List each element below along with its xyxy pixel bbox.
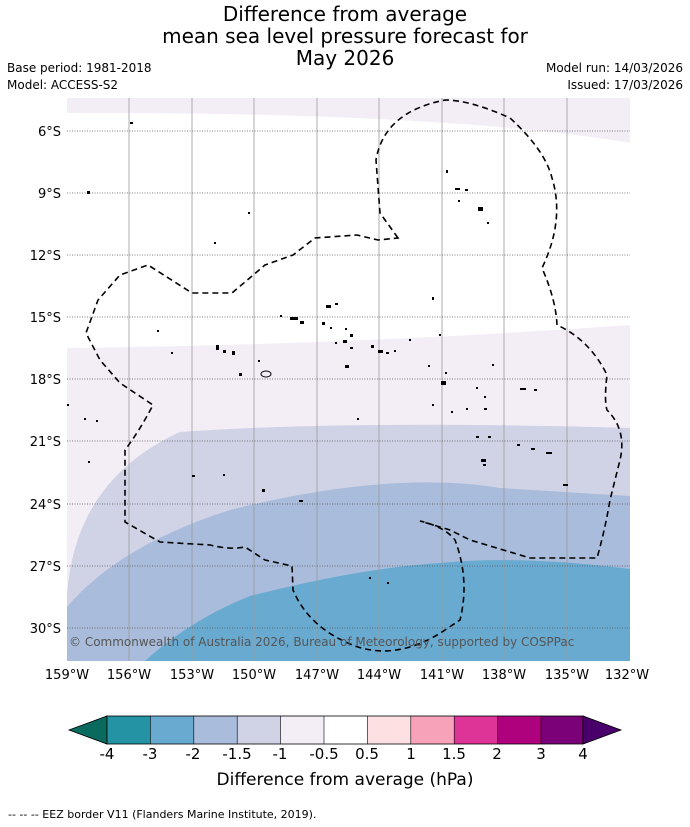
longitude-gridlines — [128, 98, 568, 661]
lat-label: 9°S — [38, 187, 61, 202]
colorbar-tick-label: 1.5 — [442, 745, 466, 763]
colorbar-tick-label: -1 — [272, 745, 288, 763]
island-atoll — [260, 370, 272, 378]
colorbar-bin — [367, 716, 411, 744]
lon-label: 156°W — [107, 668, 151, 683]
lon-label: 141°W — [420, 668, 464, 683]
colorbar-bin — [193, 716, 238, 744]
lat-label: 15°S — [30, 311, 61, 326]
colorbar-tick-label: 3 — [536, 745, 546, 763]
colorbar-under — [67, 715, 108, 745]
colorbar-bin — [497, 716, 541, 744]
colorbar-tick-label: -2 — [185, 745, 201, 763]
lon-label: 138°W — [482, 668, 526, 683]
map-plot-area: © Commonwealth of Australia 2026, Bureau… — [67, 98, 630, 661]
issued-date: Issued: 17/03/2026 — [567, 78, 683, 92]
lat-label: 24°S — [30, 498, 61, 513]
lon-label: 144°W — [357, 668, 401, 683]
colorbar-tick-label: 0.5 — [355, 745, 379, 763]
map-title-line-3: May 2026 — [295, 46, 395, 70]
colorbar-title: Difference from average (hPa) — [216, 770, 474, 790]
colorbar-tick-label: 2 — [492, 745, 502, 763]
anomaly-region-north — [67, 98, 630, 143]
lat-label: 6°S — [38, 125, 61, 140]
map-title-line-1: Difference from average — [222, 2, 468, 26]
lon-label: 147°W — [295, 668, 339, 683]
colorbar-bin — [280, 716, 324, 744]
colorbar-tick-label: 4 — [578, 745, 588, 763]
islands — [67, 122, 568, 584]
latitude-axis: 6°S 9°S 12°S 15°S 18°S 21°S 24°S 27°S 30… — [30, 125, 61, 637]
longitude-axis: 159°W 156°W 153°W 150°W 147°W 144°W 141°… — [45, 668, 649, 683]
map-title-line-2: mean sea level pressure forecast for — [162, 24, 528, 48]
lat-label: 30°S — [30, 622, 61, 637]
eez-border — [85, 99, 623, 652]
base-period: Base period: 1981-2018 — [7, 61, 152, 75]
lat-label: 27°S — [30, 560, 61, 575]
colorbar-bin — [237, 716, 281, 744]
lon-label: 159°W — [45, 668, 89, 683]
lat-label: 21°S — [30, 435, 61, 450]
colorbar-tick-label: -3 — [142, 745, 158, 763]
colorbar-bin — [324, 716, 368, 744]
colorbar-tick-label: -4 — [99, 745, 115, 763]
lon-label: 153°W — [170, 668, 214, 683]
colorbar-tick-label: 1 — [406, 745, 416, 763]
colorbar-bin — [454, 716, 498, 744]
colorbar-tick-label: -0.5 — [309, 745, 339, 763]
colorbar-bin — [150, 716, 194, 744]
model-name: Model: ACCESS-S2 — [7, 78, 119, 92]
lon-label: 132°W — [605, 668, 649, 683]
lon-label: 135°W — [545, 668, 589, 683]
colorbar-over — [582, 715, 623, 745]
colorbar-bin — [541, 716, 583, 744]
lat-label: 12°S — [30, 249, 61, 264]
lon-label: 150°W — [232, 668, 276, 683]
colorbar-bin — [107, 716, 151, 744]
copyright-notice: © Commonwealth of Australia 2026, Bureau… — [69, 635, 574, 649]
colorbar — [67, 715, 623, 745]
eez-legend: -- -- -- EEZ border V11 (Flanders Marine… — [8, 808, 317, 821]
lat-label: 18°S — [30, 373, 61, 388]
model-run: Model run: 14/03/2026 — [545, 61, 683, 75]
colorbar-bin — [410, 716, 455, 744]
anomaly-region-minus-2 — [145, 560, 630, 661]
colorbar-tick-label: -1.5 — [222, 745, 252, 763]
